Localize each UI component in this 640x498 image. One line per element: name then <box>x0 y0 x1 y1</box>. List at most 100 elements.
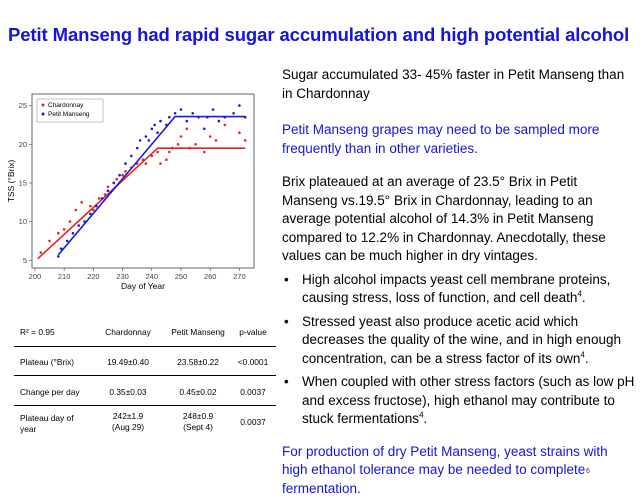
bullet-period: . <box>424 411 428 426</box>
table-header-chardonnay: Chardonnay <box>94 327 162 338</box>
table-header-p-value: p-value <box>232 327 274 338</box>
data-point-chardonnay <box>151 155 154 158</box>
data-point-chardonnay <box>168 151 171 154</box>
data-point-chardonnay <box>115 178 118 181</box>
data-point-chardonnay <box>215 139 218 142</box>
legend-marker <box>42 104 45 107</box>
x-axis-label: Day of Year <box>121 281 165 291</box>
y-tick-label: 25 <box>19 101 27 110</box>
data-point-chardonnay <box>57 232 60 235</box>
bullet-list: High alcohol impacts yeast cell membrane… <box>282 271 636 429</box>
data-point-petit-manseng <box>139 139 142 142</box>
x-tick-label: 230 <box>116 272 129 281</box>
legend-marker <box>42 113 45 116</box>
data-point-petit-manseng <box>168 116 171 119</box>
data-point-petit-manseng <box>238 104 241 107</box>
page-number: 6 <box>586 468 590 475</box>
data-point-chardonnay <box>92 209 95 212</box>
data-point-petit-manseng <box>165 124 168 127</box>
stats-table: R² = 0.95 Chardonnay Petit Manseng p-val… <box>14 322 276 440</box>
data-point-chardonnay <box>104 193 107 196</box>
data-point-chardonnay <box>186 128 189 131</box>
data-point-petit-manseng <box>66 240 69 243</box>
petit-manseng-value-line2: (Sept 4) <box>183 422 213 432</box>
data-point-chardonnay <box>156 151 159 154</box>
data-point-chardonnay <box>124 170 127 173</box>
x-tick-label: 220 <box>87 272 100 281</box>
data-point-petit-manseng <box>136 147 139 150</box>
bullet-text: When coupled with other stress factors (… <box>302 374 634 426</box>
data-point-chardonnay <box>238 131 241 134</box>
data-point-chardonnay <box>224 124 227 127</box>
data-point-chardonnay <box>121 174 124 177</box>
bullet-text: Stressed yeast also produce acetic acid … <box>302 314 621 366</box>
x-tick-label: 270 <box>233 272 246 281</box>
data-point-chardonnay <box>63 228 66 231</box>
p-value: 0.0037 <box>232 387 274 398</box>
y-tick-label: 5 <box>23 256 27 265</box>
data-point-petit-manseng <box>101 197 104 200</box>
data-point-petit-manseng <box>95 205 98 208</box>
chardonnay-value-line2: (Aug 29) <box>112 422 144 432</box>
data-point-chardonnay <box>244 139 247 142</box>
paragraph-sugar-accumulation: Sugar accumulated 33- 45% faster in Peti… <box>282 66 636 103</box>
data-point-chardonnay <box>98 197 101 200</box>
data-point-chardonnay <box>89 205 92 208</box>
data-point-chardonnay <box>145 162 148 165</box>
chardonnay-value: 0.35±0.03 <box>94 387 162 398</box>
p-value: 0.0037 <box>232 417 274 428</box>
data-point-chardonnay <box>80 201 83 204</box>
data-point-petit-manseng <box>174 112 177 115</box>
row-label-line1: Plateau day of <box>20 413 74 423</box>
petit-manseng-value: 23.58±0.22 <box>162 357 234 368</box>
data-point-chardonnay <box>171 147 174 150</box>
data-point-chardonnay <box>177 143 180 146</box>
data-point-petit-manseng <box>145 135 148 138</box>
data-point-petit-manseng <box>151 128 154 131</box>
data-point-petit-manseng <box>83 220 86 223</box>
data-point-petit-manseng <box>153 124 156 127</box>
data-point-petit-manseng <box>224 116 227 119</box>
data-point-chardonnay <box>142 158 145 161</box>
data-point-petit-manseng <box>244 116 247 119</box>
data-point-chardonnay <box>194 143 197 146</box>
data-point-chardonnay <box>209 135 212 138</box>
paragraph-sampling-note: Petit Manseng grapes may need to be samp… <box>282 121 636 158</box>
data-point-chardonnay <box>40 251 43 254</box>
data-point-petit-manseng <box>218 120 221 123</box>
data-point-petit-manseng <box>197 116 200 119</box>
bullet-text: High alcohol impacts yeast cell membrane… <box>302 272 610 306</box>
bullet-item: High alcohol impacts yeast cell membrane… <box>282 271 636 308</box>
bullet-item: When coupled with other stress factors (… <box>282 373 636 429</box>
text-column: Sugar accumulated 33- 45% faster in Peti… <box>282 66 636 498</box>
table-header-row: R² = 0.95 Chardonnay Petit Manseng p-val… <box>14 322 276 347</box>
data-point-petit-manseng <box>89 213 92 216</box>
x-tick-label: 240 <box>146 272 159 281</box>
legend-label: Petit Manseng <box>48 111 90 118</box>
row-label-line2: year <box>20 424 36 434</box>
y-tick-label: 10 <box>19 217 27 226</box>
paragraph-brix-plateau: Brix plateaued at an average of 23.5° Br… <box>282 173 636 266</box>
data-point-chardonnay <box>69 220 72 223</box>
legend-label: Chardonnay <box>48 102 84 109</box>
table-header-petit-manseng: Petit Manseng <box>162 327 234 338</box>
data-point-petit-manseng <box>191 112 194 115</box>
data-point-chardonnay <box>180 135 183 138</box>
petit-manseng-value-line1: 248±0.9 <box>183 411 213 421</box>
data-point-petit-manseng <box>107 189 110 192</box>
data-point-petit-manseng <box>232 112 235 115</box>
bullet-period: . <box>582 290 586 305</box>
data-point-chardonnay <box>165 158 168 161</box>
table-header-r2: R² = 0.95 <box>20 327 55 338</box>
data-point-petit-manseng <box>124 162 127 165</box>
table-row: Change per day 0.35±0.03 0.45±0.02 0.003… <box>14 376 276 406</box>
data-point-petit-manseng <box>72 232 75 235</box>
data-point-petit-manseng <box>77 224 80 227</box>
x-tick-label: 200 <box>29 272 42 281</box>
x-tick-label: 250 <box>175 272 188 281</box>
data-point-petit-manseng <box>113 182 116 185</box>
data-point-petit-manseng <box>159 120 162 123</box>
